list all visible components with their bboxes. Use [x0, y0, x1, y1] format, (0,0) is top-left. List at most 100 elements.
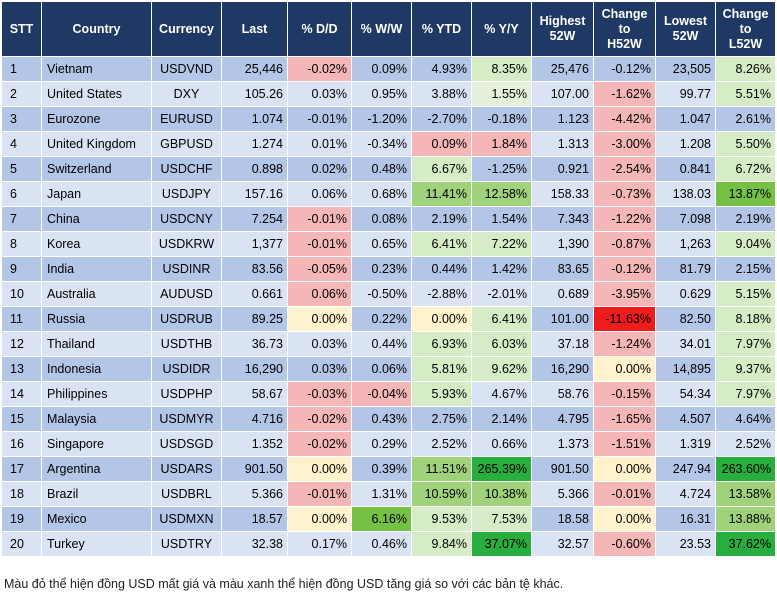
cell-chg-h52: -0.12% [593, 256, 656, 282]
cell-low52: 4.507 [655, 406, 716, 432]
cell-last: 25,446 [221, 56, 288, 82]
cell-yy: 7.53% [471, 506, 532, 532]
cell-high52: 83.65 [531, 256, 594, 282]
cell-dd: 0.00% [287, 506, 352, 532]
cell-last: 1,377 [221, 231, 288, 257]
cell-ww: 1.31% [351, 481, 412, 507]
cell-country: Mexico [41, 506, 152, 532]
cell-high52: 5.366 [531, 481, 594, 507]
cell-dd: -0.01% [287, 231, 352, 257]
cell-ytd: -2.88% [411, 281, 472, 307]
cell-country: India [41, 256, 152, 282]
cell-yy: 1.42% [471, 256, 532, 282]
cell-ww: 0.09% [351, 56, 412, 82]
cell-ytd: 2.75% [411, 406, 472, 432]
cell-stt: 1 [1, 56, 42, 82]
cell-ytd: 0.00% [411, 306, 472, 332]
cell-yy: 8.35% [471, 56, 532, 82]
header-stt: STT [1, 1, 42, 57]
cell-high52: 16,290 [531, 356, 594, 382]
cell-dd: 0.17% [287, 531, 352, 557]
cell-country: Japan [41, 181, 152, 207]
cell-country: Korea [41, 231, 152, 257]
cell-low52: 82.50 [655, 306, 716, 332]
cell-ytd: 6.93% [411, 331, 472, 357]
cell-last: 901.50 [221, 456, 288, 482]
table-row: 9 India USDINR 83.56 -0.05% 0.23% 0.44% 1.42% 83… [1, 256, 776, 282]
cell-yy: 7.22% [471, 231, 532, 257]
cell-dd: -0.02% [287, 406, 352, 432]
cell-last: 1.074 [221, 106, 288, 132]
cell-country: China [41, 206, 152, 232]
table-row: 12 Thailand USDTHB 36.73 0.03% 0.44% 6.93% 6.03… [1, 331, 776, 357]
cell-currency: USDVND [151, 56, 222, 82]
header-ww: % W/W [351, 1, 412, 57]
cell-chg-h52: -1.22% [593, 206, 656, 232]
cell-low52: 14,895 [655, 356, 716, 382]
cell-high52: 1.123 [531, 106, 594, 132]
cell-ww: 0.46% [351, 531, 412, 557]
cell-currency: USDTHB [151, 331, 222, 357]
cell-ytd: 3.88% [411, 81, 472, 107]
cell-chg-l52: 2.19% [715, 206, 776, 232]
cell-country: Malaysia [41, 406, 152, 432]
cell-chg-l52: 37.62% [715, 531, 776, 557]
cell-yy: 1.84% [471, 131, 532, 157]
cell-last: 18.57 [221, 506, 288, 532]
cell-low52: 247.94 [655, 456, 716, 482]
cell-stt: 20 [1, 531, 42, 557]
cell-low52: 1.319 [655, 431, 716, 457]
cell-ytd: 10.59% [411, 481, 472, 507]
cell-ytd: -2.70% [411, 106, 472, 132]
cell-yy: 0.66% [471, 431, 532, 457]
cell-low52: 0.841 [655, 156, 716, 182]
cell-high52: 25,476 [531, 56, 594, 82]
cell-chg-h52: -4.42% [593, 106, 656, 132]
cell-ytd: 9.84% [411, 531, 472, 557]
cell-country: Indonesia [41, 356, 152, 382]
cell-chg-l52: 2.61% [715, 106, 776, 132]
cell-ww: 0.44% [351, 331, 412, 357]
cell-low52: 1.047 [655, 106, 716, 132]
cell-ytd: 0.44% [411, 256, 472, 282]
cell-high52: 0.689 [531, 281, 594, 307]
cell-ww: -1.20% [351, 106, 412, 132]
cell-chg-h52: -1.65% [593, 406, 656, 432]
cell-stt: 12 [1, 331, 42, 357]
cell-ytd: 11.41% [411, 181, 472, 207]
cell-currency: USDRUB [151, 306, 222, 332]
cell-ytd: 2.52% [411, 431, 472, 457]
cell-chg-l52: 2.52% [715, 431, 776, 457]
table-row: 17 Argentina USDARS 901.50 0.00% 0.39% 11.51% 2… [1, 456, 776, 482]
cell-ww: 0.06% [351, 356, 412, 382]
cell-dd: 0.00% [287, 456, 352, 482]
cell-high52: 32.57 [531, 531, 594, 557]
cell-chg-h52: -0.60% [593, 531, 656, 557]
cell-dd: 0.02% [287, 156, 352, 182]
cell-last: 83.56 [221, 256, 288, 282]
cell-chg-l52: 2.15% [715, 256, 776, 282]
cell-currency: USDINR [151, 256, 222, 282]
cell-yy: 1.54% [471, 206, 532, 232]
header-low52: Lowest 52W [655, 1, 716, 57]
cell-chg-l52: 6.72% [715, 156, 776, 182]
header-high52: Highest 52W [531, 1, 594, 57]
cell-currency: USDKRW [151, 231, 222, 257]
cell-last: 7.254 [221, 206, 288, 232]
cell-last: 4.716 [221, 406, 288, 432]
cell-last: 5.366 [221, 481, 288, 507]
cell-yy: 265.39% [471, 456, 532, 482]
cell-country: Brazil [41, 481, 152, 507]
cell-ww: 6.16% [351, 506, 412, 532]
header-country: Country [41, 1, 152, 57]
cell-last: 0.661 [221, 281, 288, 307]
cell-last: 1.274 [221, 131, 288, 157]
cell-chg-l52: 7.97% [715, 331, 776, 357]
cell-ytd: 6.67% [411, 156, 472, 182]
cell-stt: 11 [1, 306, 42, 332]
cell-low52: 16.31 [655, 506, 716, 532]
cell-stt: 18 [1, 481, 42, 507]
cell-stt: 8 [1, 231, 42, 257]
cell-chg-l52: 13.58% [715, 481, 776, 507]
cell-dd: 0.00% [287, 306, 352, 332]
